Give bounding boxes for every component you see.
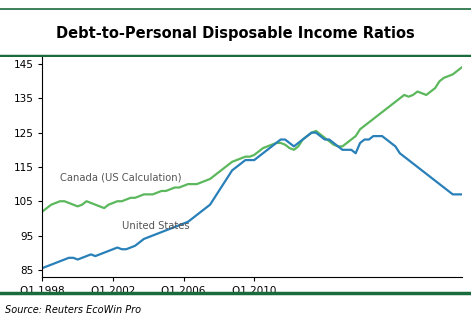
Text: United States: United States — [122, 221, 189, 231]
Text: Debt-to-Personal Disposable Income Ratios: Debt-to-Personal Disposable Income Ratio… — [56, 26, 415, 41]
Text: Canada (US Calculation): Canada (US Calculation) — [60, 173, 181, 183]
Text: Source: Reuters EcoWin Pro: Source: Reuters EcoWin Pro — [5, 305, 141, 315]
